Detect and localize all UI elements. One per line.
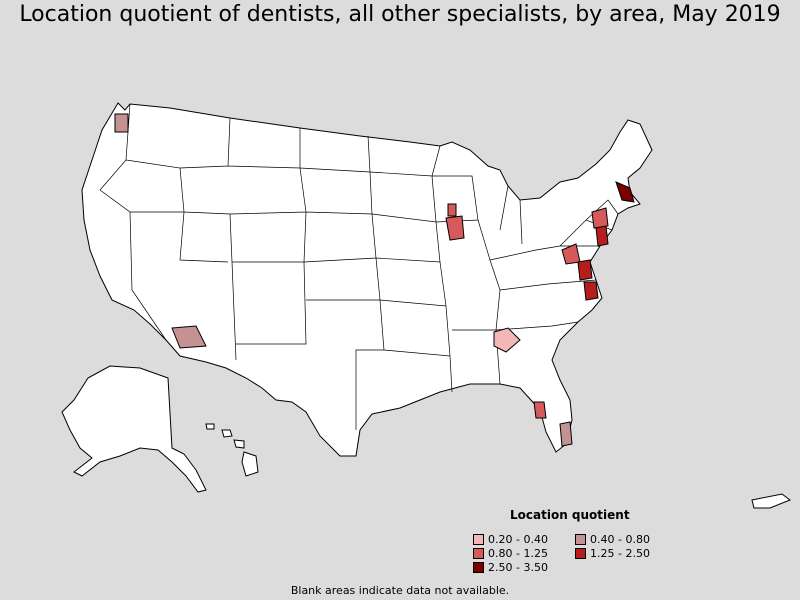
map-title: Location quotient of dentists, all other… bbox=[19, 2, 781, 27]
legend-label: 2.50 - 3.50 bbox=[488, 561, 548, 574]
area-new-jersey bbox=[595, 225, 609, 247]
hawaii-kauai bbox=[205, 423, 215, 430]
hawaii-maui bbox=[233, 439, 245, 449]
legend-swatch bbox=[473, 534, 484, 545]
hawaii-oahu bbox=[221, 429, 233, 438]
area-philadelphia bbox=[591, 207, 609, 229]
area-atlanta bbox=[493, 327, 521, 353]
legend-swatch bbox=[473, 548, 484, 559]
legend-title: Location quotient bbox=[510, 508, 630, 522]
area-chicago bbox=[445, 215, 465, 241]
footnote: Blank areas indicate data not available. bbox=[290, 584, 510, 597]
legend-label: 1.25 - 2.50 bbox=[590, 547, 650, 560]
legend-swatch bbox=[473, 562, 484, 573]
area-norfolk bbox=[583, 281, 599, 301]
legend-swatch bbox=[575, 548, 586, 559]
area-boston bbox=[615, 181, 635, 203]
area-baltimore bbox=[577, 259, 593, 281]
legend-item-0: 0.20 - 0.40 bbox=[473, 533, 548, 546]
legend-item-3: 1.25 - 2.50 bbox=[575, 547, 650, 560]
area-seattle bbox=[114, 113, 129, 133]
legend-item-2: 0.80 - 1.25 bbox=[473, 547, 548, 560]
legend-label: 0.80 - 1.25 bbox=[488, 547, 548, 560]
legend-swatch bbox=[575, 534, 586, 545]
state-borders bbox=[99, 103, 619, 430]
puerto-rico bbox=[751, 493, 792, 509]
legend-label: 0.40 - 0.80 bbox=[590, 533, 650, 546]
hawaii-big-island bbox=[241, 451, 259, 477]
area-phoenix bbox=[171, 325, 207, 349]
contiguous-us bbox=[81, 102, 653, 457]
legend-item-1: 0.40 - 0.80 bbox=[575, 533, 650, 546]
area-miami bbox=[559, 421, 573, 447]
legend-label: 0.20 - 0.40 bbox=[488, 533, 548, 546]
area-milwaukee bbox=[447, 203, 457, 217]
alaska bbox=[61, 365, 207, 493]
area-tampa bbox=[533, 401, 547, 419]
legend-item-4: 2.50 - 3.50 bbox=[473, 561, 548, 574]
